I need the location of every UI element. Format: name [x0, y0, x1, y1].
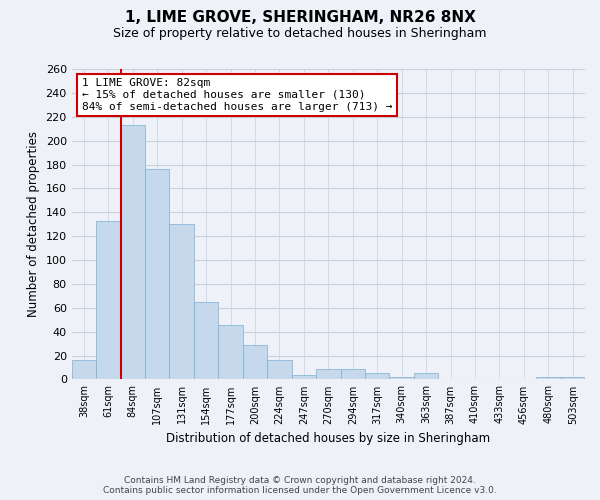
Bar [414, 374, 439, 380]
Bar [536, 377, 560, 380]
Bar [243, 345, 267, 380]
Bar [365, 374, 389, 380]
Text: 1 LIME GROVE: 82sqm
← 15% of detached houses are smaller (130)
84% of semi-detac: 1 LIME GROVE: 82sqm ← 15% of detached ho… [82, 78, 392, 112]
Y-axis label: Number of detached properties: Number of detached properties [27, 131, 40, 317]
Bar [169, 224, 194, 380]
Bar [341, 368, 365, 380]
Bar [316, 368, 341, 380]
Bar [71, 360, 96, 380]
Bar [194, 302, 218, 380]
X-axis label: Distribution of detached houses by size in Sheringham: Distribution of detached houses by size … [166, 432, 490, 445]
Bar [218, 324, 243, 380]
Bar [96, 220, 121, 380]
Text: Size of property relative to detached houses in Sheringham: Size of property relative to detached ho… [113, 28, 487, 40]
Bar [389, 377, 414, 380]
Text: 1, LIME GROVE, SHERINGHAM, NR26 8NX: 1, LIME GROVE, SHERINGHAM, NR26 8NX [125, 10, 475, 25]
Bar [121, 125, 145, 380]
Bar [292, 374, 316, 380]
Bar [267, 360, 292, 380]
Bar [560, 377, 585, 380]
Text: Contains HM Land Registry data © Crown copyright and database right 2024.
Contai: Contains HM Land Registry data © Crown c… [103, 476, 497, 495]
Bar [145, 170, 169, 380]
